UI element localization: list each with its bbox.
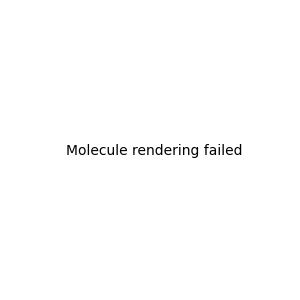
Text: Molecule rendering failed: Molecule rendering failed bbox=[65, 145, 242, 158]
